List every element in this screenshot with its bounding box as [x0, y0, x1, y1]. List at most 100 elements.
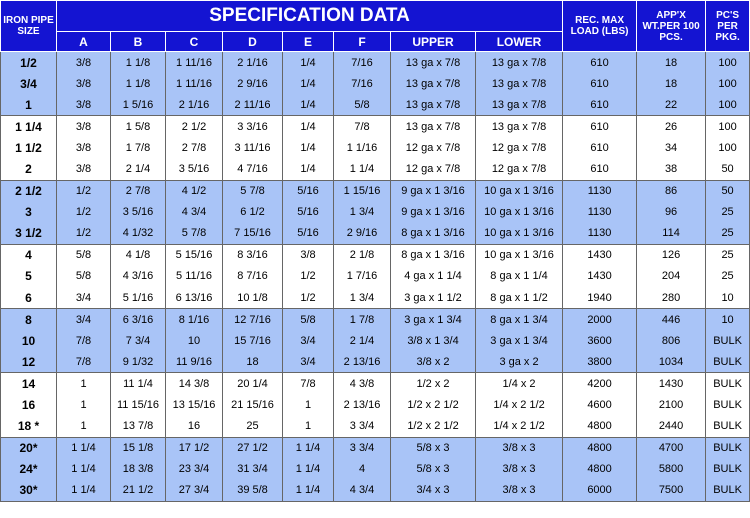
- column-header: E: [282, 31, 334, 52]
- data-cell: 4800: [562, 436, 638, 459]
- data-cell: 3600: [562, 330, 638, 352]
- data-cell: BULK: [705, 372, 750, 395]
- table-row: 2 3/8 2 1/4 3 5/16 4 7/16 1/4 1 1/4 12 ga x 7/8…: [0, 158, 750, 181]
- data-cell: 1/4: [282, 137, 334, 159]
- data-cell: 1/2: [56, 201, 111, 223]
- data-cell: 13 ga x 7/8: [390, 73, 476, 95]
- data-cell: 5/8: [282, 308, 334, 331]
- data-cell: 25: [705, 243, 750, 266]
- data-cell: 3/8 x 1 3/4: [390, 330, 476, 352]
- data-cell: 7 3/4: [110, 330, 166, 352]
- data-cell: 7/8: [333, 115, 391, 138]
- data-cell: 1034: [636, 351, 707, 373]
- table-row: 8 3/4 6 3/16 8 1/16 12 7/16 5/8 1 7/8 3 ga x 1 …: [0, 308, 750, 331]
- data-cell: 2000: [562, 308, 638, 331]
- data-cell: 7/8: [56, 351, 111, 373]
- data-cell: 7/8: [56, 330, 111, 352]
- data-cell: 5/16: [282, 179, 334, 202]
- data-cell: 13 ga x 7/8: [474, 51, 564, 74]
- data-cell: 1 3/4: [333, 201, 391, 223]
- data-cell: 3/8: [56, 73, 111, 95]
- data-cell: 34: [636, 137, 707, 159]
- data-cell: 3 11/16: [222, 137, 283, 159]
- data-cell: 4: [333, 458, 391, 480]
- data-cell: 5/8: [56, 265, 111, 288]
- data-cell: 1/2: [282, 265, 334, 288]
- data-cell: 3/8: [56, 137, 111, 159]
- data-cell: 6 3/16: [110, 308, 166, 331]
- data-cell: 12 ga x 7/8: [474, 137, 564, 159]
- size-cell: 12: [0, 351, 57, 373]
- data-cell: 5 1/16: [110, 287, 166, 309]
- data-cell: 15 1/8: [110, 436, 166, 459]
- data-cell: 10: [705, 287, 750, 309]
- size-cell: 30*: [0, 479, 57, 502]
- data-cell: 8 ga x 1 3/16: [390, 243, 476, 266]
- data-cell: 86: [636, 179, 707, 202]
- table-row: 4 5/8 4 1/8 5 15/16 8 3/16 3/8 2 1/8 8 ga x 1 3…: [0, 243, 750, 266]
- data-cell: 1130: [562, 222, 638, 245]
- data-cell: 126: [636, 243, 707, 266]
- header-row: A B C D E F UPPER LOWER: [1, 31, 750, 52]
- data-cell: 3/8 x 3: [474, 436, 564, 459]
- data-cell: 1: [56, 372, 111, 395]
- data-cell: 2 11/16: [222, 94, 283, 116]
- table-row: 3/4 3/8 1 1/8 1 11/16 2 9/16 1/4 7/16 13 ga x 7…: [0, 73, 750, 95]
- data-cell: 1 7/8: [333, 308, 391, 331]
- data-cell: 4700: [636, 436, 707, 459]
- size-cell: 2: [0, 158, 57, 181]
- data-cell: 1 1/8: [110, 51, 166, 74]
- size-cell: 2 1/2: [0, 179, 57, 202]
- data-cell: 3/8 x 3: [474, 458, 564, 480]
- data-cell: 10 ga x 1 3/16: [474, 201, 564, 223]
- data-cell: 7/8: [282, 372, 334, 395]
- header-cell: PC'S PER PKG.: [705, 0, 750, 52]
- data-cell: 610: [562, 137, 638, 159]
- data-cell: 3/4: [282, 351, 334, 373]
- table-row: 14 1 11 1/4 14 3/8 20 1/4 7/8 4 3/8 1/2 x 2 1/4 …: [0, 372, 750, 395]
- data-cell: 8 ga x 1 3/16: [390, 222, 476, 245]
- spec-table: IRON PIPE SIZE SPECIFICATION DATA REC. M…: [0, 0, 750, 502]
- data-cell: 2 13/16: [333, 351, 391, 373]
- data-cell: 3 ga x 1 3/4: [390, 308, 476, 331]
- data-cell: 18 3/8: [110, 458, 166, 480]
- data-cell: 1 1/16: [333, 137, 391, 159]
- data-cell: 4600: [562, 394, 638, 416]
- data-cell: 27 3/4: [165, 479, 223, 502]
- data-cell: 96: [636, 201, 707, 223]
- header-cell: IRON PIPE SIZE: [0, 0, 57, 52]
- data-cell: 1 1/4: [282, 458, 334, 480]
- size-cell: 1 1/2: [0, 137, 57, 159]
- table-row: 10 7/8 7 3/4 10 15 7/16 3/4 2 1/4 3/8 x 1 3/4 3 …: [0, 330, 750, 352]
- data-cell: 1 11/16: [165, 51, 223, 74]
- data-cell: 3 3/4: [333, 436, 391, 459]
- data-cell: 1/4 x 2 1/2: [474, 415, 564, 438]
- data-cell: 9 1/32: [110, 351, 166, 373]
- column-header: F: [333, 31, 391, 52]
- data-cell: 3 3/16: [222, 115, 283, 138]
- data-cell: BULK: [705, 479, 750, 502]
- data-cell: 2 1/16: [222, 51, 283, 74]
- data-cell: 8 7/16: [222, 265, 283, 288]
- data-cell: 13 ga x 7/8: [474, 73, 564, 95]
- table-row: 6 3/4 5 1/16 6 13/16 10 1/8 1/2 1 3/4 3 ga x 1 …: [0, 287, 750, 309]
- data-cell: 11 9/16: [165, 351, 223, 373]
- data-cell: 4 3/8: [333, 372, 391, 395]
- column-header: UPPER: [390, 31, 476, 52]
- data-cell: 3/8: [282, 243, 334, 266]
- data-cell: 5/8: [333, 94, 391, 116]
- data-cell: BULK: [705, 436, 750, 459]
- size-cell: 1/2: [0, 51, 57, 74]
- data-cell: 280: [636, 287, 707, 309]
- data-cell: 4 7/16: [222, 158, 283, 181]
- data-cell: 4800: [562, 458, 638, 480]
- data-cell: BULK: [705, 415, 750, 438]
- data-cell: 3 5/16: [165, 158, 223, 181]
- data-cell: 1 1/8: [110, 73, 166, 95]
- column-header: LOWER: [474, 31, 564, 52]
- data-cell: 2 1/4: [110, 158, 166, 181]
- header-cell: APP'X WT.PER 100 PCS.: [636, 0, 707, 52]
- column-header: D: [222, 31, 283, 52]
- data-cell: 100: [705, 51, 750, 74]
